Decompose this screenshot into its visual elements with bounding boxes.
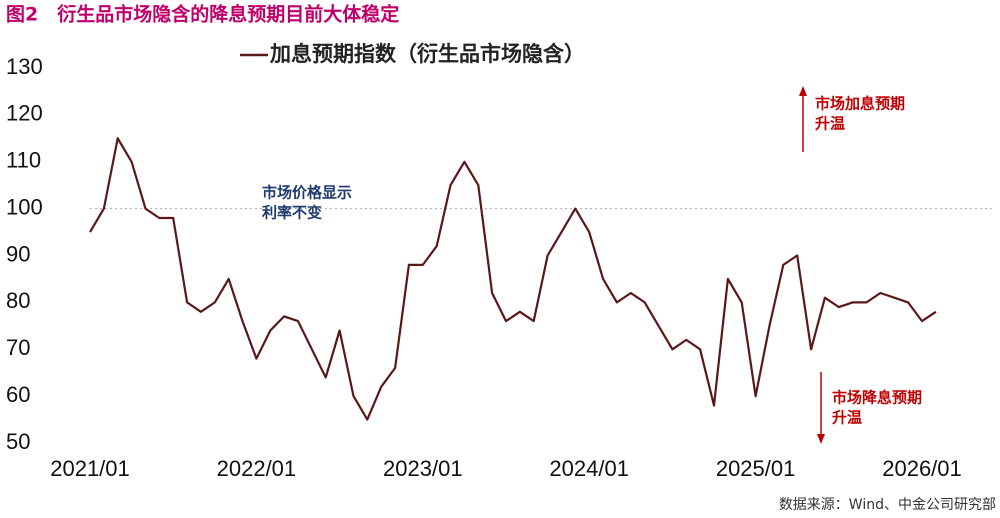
y-tick-label: 100 <box>6 194 43 219</box>
y-tick-label: 120 <box>6 101 43 126</box>
y-tick-label: 130 <box>6 54 43 79</box>
x-tick-label: 2026/01 <box>882 456 962 481</box>
x-tick-label: 2024/01 <box>549 456 629 481</box>
arrow-head <box>817 434 825 444</box>
arrow-head <box>799 86 807 96</box>
y-tick-label: 50 <box>6 429 30 454</box>
chart-title: 图2 衍生品市场隐含的降息预期目前大体稳定 <box>6 3 399 26</box>
x-tick-label: 2025/01 <box>716 456 796 481</box>
y-tick-label: 70 <box>6 335 30 360</box>
y-tick-label: 90 <box>6 241 30 266</box>
annotation: 市场降息预期 <box>832 389 922 407</box>
annotation: 升温 <box>815 115 845 133</box>
x-tick-label: 2021/01 <box>50 456 130 481</box>
annotation: 利率不变 <box>262 204 322 222</box>
annotation: 市场价格显示 <box>262 184 352 202</box>
x-tick-label: 2023/01 <box>383 456 463 481</box>
annotation: 市场加息预期 <box>815 95 905 113</box>
y-tick-label: 110 <box>6 148 41 173</box>
legend-label: 加息预期指数（衍生品市场隐含） <box>269 42 585 66</box>
data-line <box>89 137 937 421</box>
y-tick-label: 80 <box>6 288 30 313</box>
x-tick-label: 2022/01 <box>217 456 297 481</box>
annotation: 升温 <box>832 409 862 427</box>
y-tick-label: 60 <box>6 382 30 407</box>
source: 数据来源：Wind、中金公司研究部 <box>779 497 996 513</box>
